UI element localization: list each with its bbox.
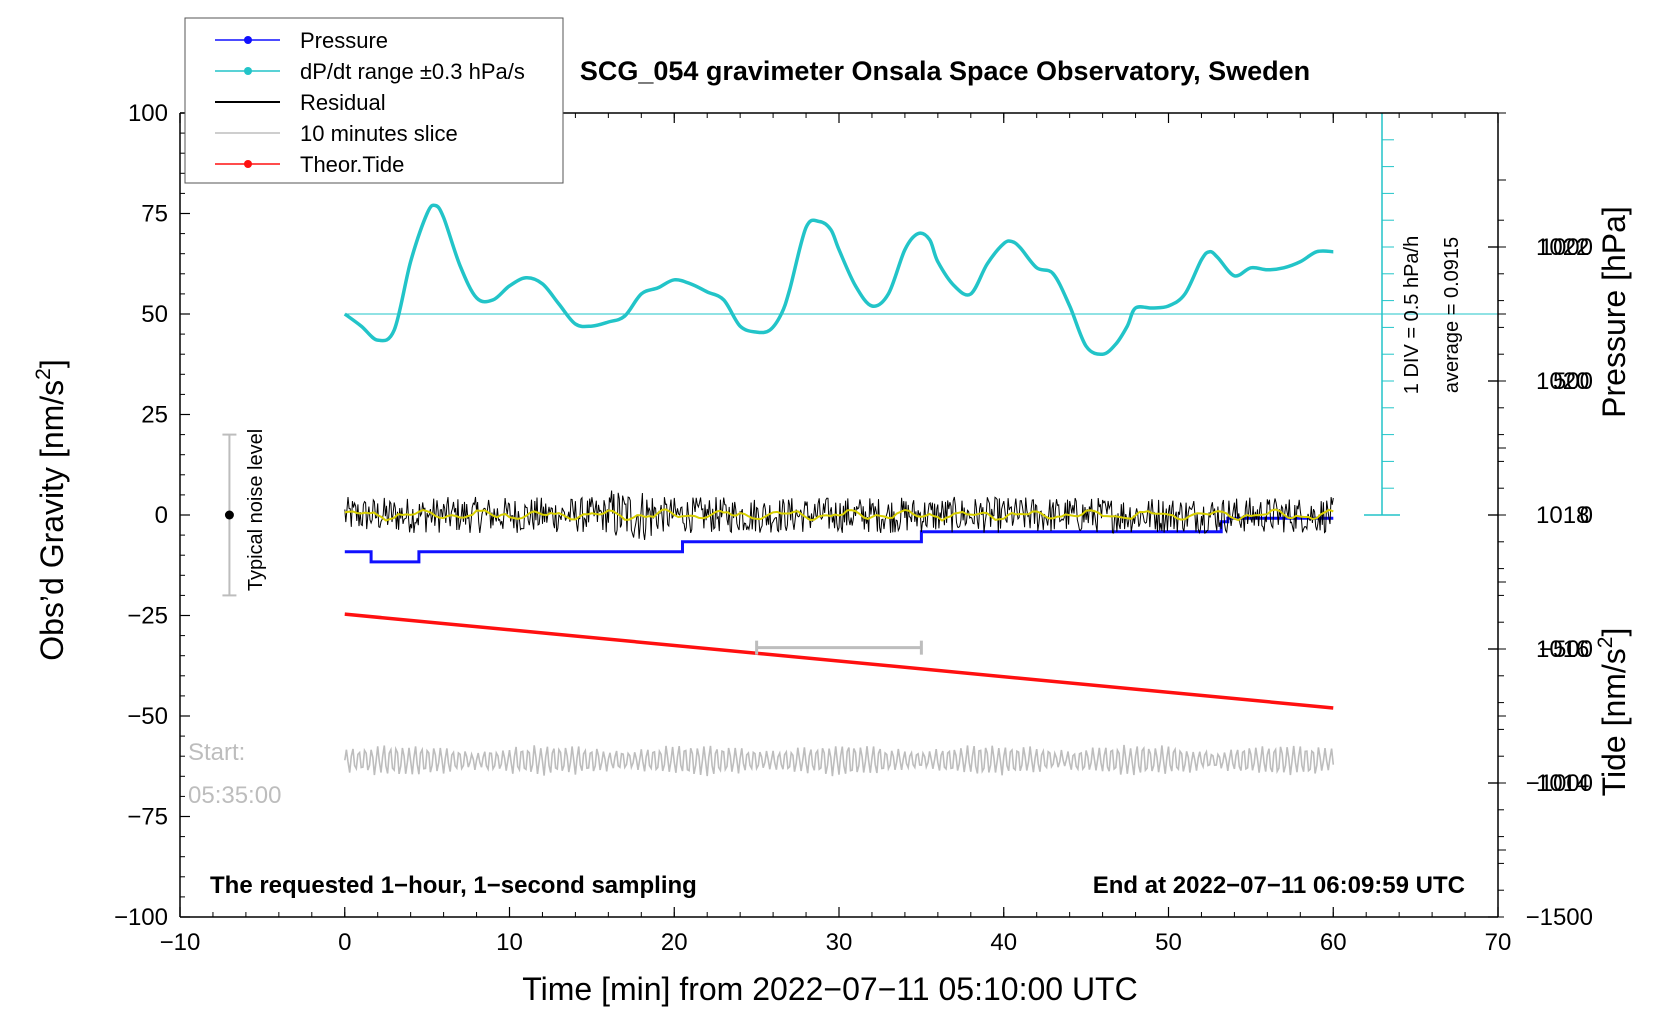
x-tick-label: 30	[826, 929, 853, 956]
y-axis-label-gravity-sup: 2	[32, 368, 55, 380]
y-pressure-tick-label: 1014	[1536, 770, 1589, 797]
y-gravity-tick-label: 50	[141, 301, 168, 328]
y-gravity-tick-label: 100	[128, 100, 168, 127]
y-gravity-tick-label: −75	[127, 804, 168, 831]
x-tick-label: 50	[1155, 929, 1182, 956]
x-axis-label: Time [min] from 2022−07−11 05:10:00 UTC	[522, 971, 1137, 1007]
legend-entries	[215, 36, 280, 168]
legend-label-dpdt: dP/dt range ±0.3 hPa/s	[300, 59, 525, 84]
y-tide-tick-label: −500	[1539, 636, 1593, 663]
y-tide-tick-label: 0	[1580, 502, 1593, 529]
y-axis-label-gravity-end: ]	[34, 359, 70, 368]
x-tick-label: −10	[160, 929, 201, 956]
bottom-left-note: The requested 1−hour, 1−second sampling	[210, 872, 697, 899]
y-axis-label-gravity-main: Obs’d Gravity [nm/s	[34, 380, 70, 661]
smoothed-residual-line	[344, 508, 1334, 522]
y-axis-label-tide-end: ]	[1596, 628, 1632, 637]
residual-line	[344, 490, 1334, 540]
legend-label-tide: Theor.Tide	[300, 152, 404, 177]
start-time-label: 05:35:00	[188, 782, 281, 809]
y-tide-tick-label: 500	[1553, 368, 1593, 395]
start-label-line1: Start:	[188, 739, 245, 766]
scale-div-label: 1 DIV = 0.5 hPa/h	[1401, 236, 1423, 394]
pressure-line	[344, 516, 1334, 564]
y-axis-label-tide: Tide [nm/s2]	[1594, 628, 1632, 797]
y-pressure-tick-label: 1022	[1536, 234, 1589, 261]
legend-box	[184, 17, 564, 184]
y-axis-label-tide-sup: 2	[1594, 637, 1617, 649]
x-tick-label: 70	[1485, 929, 1512, 956]
noise-level-label: Typical noise level	[245, 429, 267, 591]
legend-label-pressure: Pressure	[300, 28, 388, 53]
x-tick-label: 20	[661, 929, 688, 956]
dpdt-line	[343, 203, 1334, 357]
scale-average-label: average = 0.0915	[1441, 237, 1463, 393]
y-axis-label-tide-main: Tide [nm/s	[1596, 648, 1632, 796]
y-axis-label-pressure: Pressure [hPa]	[1596, 206, 1632, 418]
tide-line	[344, 612, 1334, 710]
legend-swatch-marker	[244, 160, 252, 168]
y-gravity-tick-label: −50	[127, 703, 168, 730]
y-tide-tick-label: 1000	[1540, 234, 1593, 261]
y-gravity-tick-label: 25	[141, 402, 168, 429]
y-gravity-tick-label: −25	[127, 603, 168, 630]
y-axis-label-gravity: Obs’d Gravity [nm/s2]	[32, 359, 70, 661]
legend-swatch-marker	[244, 67, 252, 75]
legend: Pressure dP/dt range ±0.3 hPa/s Residual…	[184, 17, 564, 184]
legend-label-slice: 10 minutes slice	[300, 121, 458, 146]
bottom-right-note: End at 2022−07−11 06:09:59 UTC	[1093, 872, 1465, 899]
x-tick-label: 60	[1320, 929, 1347, 956]
chart-title: SCG_054 gravimeter Onsala Space Observat…	[580, 56, 1310, 86]
x-tick-label: 40	[990, 929, 1017, 956]
ticks-layer: −10 0 10 20 30 40 50 60 701007550250−25−50−75−10…	[114, 100, 1593, 956]
legend-swatch-marker	[244, 36, 252, 44]
y-pressure-tick-label: 1016	[1536, 636, 1589, 663]
x-tick-label: 0	[338, 929, 351, 956]
slice-line	[344, 744, 1335, 777]
y-gravity-tick-label: −100	[114, 904, 168, 931]
legend-label-residual: Residual	[300, 90, 386, 115]
x-tick-label: 10	[496, 929, 523, 956]
noise-bar-center-dot	[224, 510, 234, 520]
series-layer	[222, 112, 1498, 777]
y-tide-tick-label: −1500	[1526, 904, 1593, 931]
y-gravity-tick-label: 0	[155, 502, 168, 529]
y-pressure-tick-label: 1018	[1536, 502, 1589, 529]
y-tide-tick-label: −1000	[1526, 770, 1593, 797]
y-gravity-tick-label: 75	[141, 201, 168, 228]
y-pressure-tick-label: 1020	[1536, 368, 1589, 395]
